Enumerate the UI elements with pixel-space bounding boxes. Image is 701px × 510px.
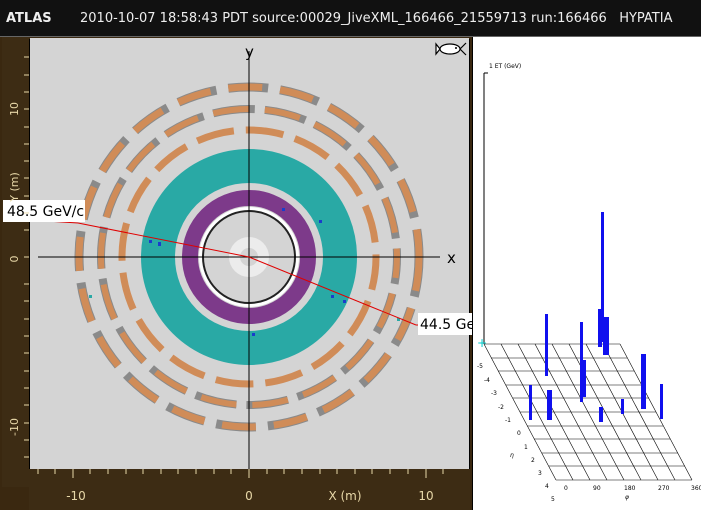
phi-tick-label: 270 bbox=[658, 485, 670, 492]
et-tower bbox=[599, 407, 603, 422]
x-scale-label: X (m) bbox=[328, 489, 361, 503]
phi-axis-label: φ bbox=[625, 494, 629, 501]
hit bbox=[331, 295, 334, 298]
brand-label: HYPATIA bbox=[619, 11, 673, 26]
lego-background bbox=[473, 37, 701, 510]
eta-tick-label: 2 bbox=[531, 457, 535, 464]
phi-tick-label: 360 bbox=[691, 485, 701, 492]
hits bbox=[89, 208, 400, 336]
hit bbox=[252, 333, 255, 336]
origin-marker: + bbox=[477, 336, 487, 350]
x-axis-label: x bbox=[447, 249, 456, 267]
eta-tick-label: 1 bbox=[524, 444, 528, 451]
y-axis-label: y bbox=[245, 43, 254, 61]
event-info-text: 2010-10-07 18:58:43 PDT source:00029_Jiv… bbox=[80, 11, 607, 26]
y-tick-label: -10 bbox=[8, 418, 21, 436]
title-bar: ATLAS 2010-10-07 18:58:43 PDT source:000… bbox=[0, 0, 701, 37]
phi-tick-label: 180 bbox=[624, 485, 636, 492]
y-scale-label: Y (m) bbox=[8, 172, 21, 203]
eta-tick-label: 4 bbox=[545, 483, 549, 490]
eta-tick-label: 5 bbox=[551, 496, 555, 503]
hit bbox=[343, 300, 346, 303]
x-tick-label: 0 bbox=[245, 489, 253, 503]
y-scale-strip bbox=[2, 37, 29, 487]
y-tick-label: 10 bbox=[8, 102, 21, 116]
app-name: ATLAS bbox=[6, 11, 52, 26]
x-tick-label: 10 bbox=[418, 489, 433, 503]
track-left-label-box bbox=[3, 200, 85, 222]
phi-tick-label: 0 bbox=[564, 485, 568, 492]
event-info: 2010-10-07 18:58:43 PDT source:00029_Jiv… bbox=[80, 11, 672, 26]
eta-tick-label: -1 bbox=[505, 417, 511, 424]
lego-grid bbox=[483, 343, 693, 481]
et-tower bbox=[547, 390, 552, 420]
et-tower bbox=[621, 399, 624, 414]
et-tower bbox=[598, 309, 602, 347]
track-right-label-box bbox=[418, 313, 472, 335]
et-tower bbox=[583, 360, 586, 397]
hit bbox=[282, 208, 285, 211]
eta-tick-labels: -5 -4 -3 -2 -1 0 1 2 3 4 5 η bbox=[477, 363, 555, 503]
et-tower bbox=[660, 384, 663, 419]
track-left-label: 48.5 GeV/c bbox=[7, 204, 84, 220]
et-tower bbox=[529, 385, 532, 420]
track-right-label: 44.5 GeV/c bbox=[420, 317, 472, 333]
phi-tick-label: 90 bbox=[593, 485, 601, 492]
et-tower bbox=[603, 317, 609, 355]
x-scale-ticks bbox=[37, 469, 444, 478]
hit bbox=[89, 295, 92, 298]
hit bbox=[149, 240, 152, 243]
et-tower bbox=[580, 322, 583, 402]
hit bbox=[397, 318, 400, 321]
eta-tick-label: -3 bbox=[491, 390, 497, 397]
hit bbox=[319, 220, 322, 223]
fish-icon[interactable] bbox=[435, 42, 467, 56]
eta-tick-label: -5 bbox=[477, 363, 483, 370]
lego-plot-view[interactable]: 1 ET (GeV) + bbox=[473, 37, 701, 510]
track-right[interactable] bbox=[248, 256, 417, 326]
et-axis-label: 1 ET (GeV) bbox=[489, 63, 521, 70]
eta-tick-label: 0 bbox=[517, 430, 521, 437]
phi-tick-labels: 0 90 180 270 360 φ bbox=[564, 485, 701, 501]
et-towers bbox=[529, 212, 663, 422]
eta-axis-label: η bbox=[510, 452, 514, 459]
track-left[interactable] bbox=[77, 222, 250, 258]
y-scale-ticks bbox=[24, 56, 29, 458]
eta-tick-label: 3 bbox=[538, 470, 542, 477]
y-tick-label: 0 bbox=[8, 256, 21, 263]
et-tower bbox=[641, 354, 646, 409]
eta-tick-label: -4 bbox=[484, 377, 490, 384]
xy-detector-view[interactable]: x y 48.5 GeV/c 44.5 GeV/c 10 0 -10 Y (m) bbox=[0, 37, 472, 510]
et-tower bbox=[601, 212, 604, 342]
eta-tick-label: -2 bbox=[498, 404, 504, 411]
hit bbox=[158, 242, 161, 246]
et-tower bbox=[545, 314, 548, 376]
x-tick-label: -10 bbox=[66, 489, 86, 503]
